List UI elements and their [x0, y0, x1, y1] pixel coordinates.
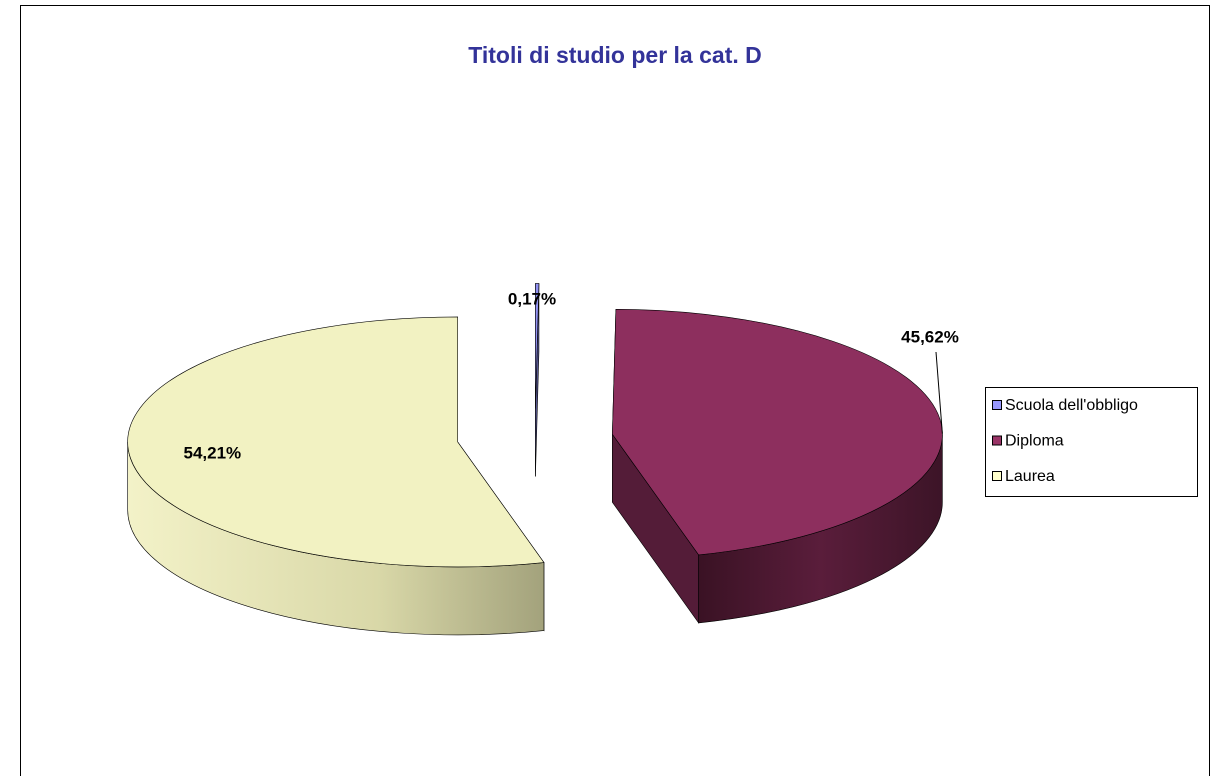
data-label: 54,21% [184, 444, 242, 463]
slice [127, 316, 545, 568]
slice [612, 308, 943, 556]
slice [535, 283, 540, 409]
legend [985, 387, 1198, 497]
legend-swatch [992, 435, 1002, 446]
legend-label: Diploma [1005, 433, 1064, 450]
legend-label: Scuola dell'obbligo [1005, 397, 1138, 414]
legend-swatch [992, 471, 1002, 481]
chart-title: Titoli di studio per la cat. D [468, 42, 762, 68]
leader-line [935, 351, 943, 434]
data-label: 45,62% [901, 327, 959, 346]
legend-swatch [992, 400, 1002, 410]
data-label: 0,17% [508, 289, 556, 308]
legend-label: Laurea [1005, 468, 1055, 485]
